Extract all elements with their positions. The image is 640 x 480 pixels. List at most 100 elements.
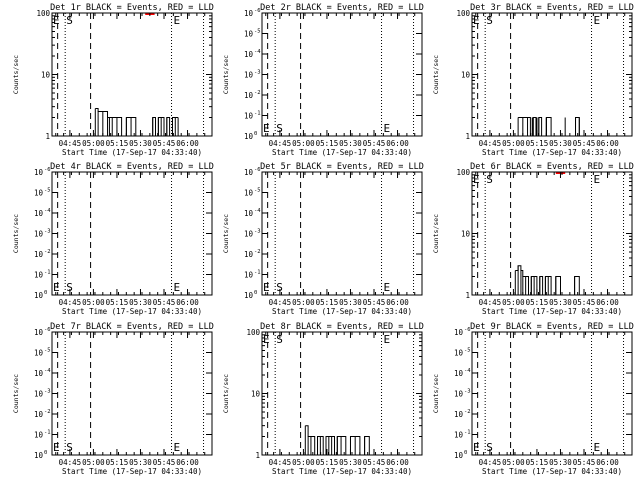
plot-frame bbox=[471, 12, 633, 137]
x-tick-label: 05:45 bbox=[363, 139, 386, 148]
y-tick-exponent: -4 bbox=[254, 49, 261, 55]
panel-title: Det 1r BLACK = Events, RED = LLD bbox=[50, 3, 214, 13]
x-tick-label: 05:15 bbox=[526, 298, 549, 307]
plot-frame bbox=[261, 171, 423, 296]
y-tick-label: 10 bbox=[34, 349, 44, 358]
x-tick-label: 05:45 bbox=[153, 139, 176, 148]
y-tick-exponent: 0 bbox=[44, 290, 47, 296]
y-tick-exponent: -5 bbox=[464, 348, 471, 354]
y-tick-exponent: -6 bbox=[44, 167, 51, 173]
panel-title: Det 2r BLACK = Events, RED = LLD bbox=[260, 3, 424, 13]
x-tick-label: 06:00 bbox=[596, 139, 619, 148]
x-tick-label: 06:00 bbox=[386, 139, 409, 148]
events-series-line bbox=[515, 265, 580, 296]
y-tick-exponent: -5 bbox=[44, 348, 51, 354]
x-tick-label: 05:00 bbox=[292, 458, 315, 467]
y-tick-label: 10 bbox=[34, 431, 44, 440]
x-tick-label: 05:15 bbox=[316, 139, 339, 148]
x-tick-label: 05:00 bbox=[82, 298, 105, 307]
y-tick-label: 1 bbox=[45, 132, 50, 141]
x-tick-label: 05:30 bbox=[129, 139, 152, 148]
y-tick-label: 10 bbox=[244, 230, 254, 239]
y-tick-exponent: -2 bbox=[44, 409, 51, 415]
e-marker-label: E bbox=[384, 122, 391, 135]
y-tick-exponent: -2 bbox=[254, 249, 261, 255]
es-marker-label: E S bbox=[53, 441, 73, 454]
y-tick-label: 10 bbox=[454, 390, 464, 399]
e-marker-label: E bbox=[384, 333, 391, 346]
y-tick-label: 10 bbox=[34, 271, 44, 280]
x-tick-label: 05:00 bbox=[502, 298, 525, 307]
x-tick-label: 06:00 bbox=[596, 458, 619, 467]
panel-title: Det 8r BLACK = Events, RED = LLD bbox=[260, 322, 424, 332]
y-tick-exponent: -6 bbox=[254, 8, 261, 14]
x-tick-label: 05:15 bbox=[316, 298, 339, 307]
x-tick-label: 05:00 bbox=[82, 139, 105, 148]
x-tick-label: 05:00 bbox=[82, 458, 105, 467]
es-marker-label: E S bbox=[473, 14, 493, 27]
plot-frame bbox=[471, 331, 633, 456]
y-tick-exponent: -1 bbox=[254, 270, 261, 276]
x-axis-label: Start Time (17-Sep-17 04:33:40) bbox=[272, 148, 412, 157]
x-tick-label: 04:45 bbox=[479, 458, 502, 467]
x-tick-label: 05:30 bbox=[549, 298, 572, 307]
y-tick-label: 1 bbox=[465, 291, 470, 300]
y-axis-label: Counts/sec bbox=[12, 214, 20, 253]
x-tick-label: 05:30 bbox=[339, 139, 362, 148]
y-tick-label: 10 bbox=[454, 349, 464, 358]
x-tick-label: 05:15 bbox=[526, 458, 549, 467]
y-tick-label: 10 bbox=[244, 91, 254, 100]
plot-frame bbox=[51, 331, 213, 456]
y-tick-exponent: -3 bbox=[254, 229, 261, 235]
y-tick-exponent: -5 bbox=[254, 188, 261, 194]
panel-det-1r: Det 1r BLACK = Events, RED = LLD 1 10 100 04… bbox=[12, 3, 214, 157]
y-tick-exponent: 0 bbox=[44, 450, 47, 456]
x-tick-label: 05:00 bbox=[292, 139, 315, 148]
x-tick-label: 05:30 bbox=[129, 298, 152, 307]
y-tick-label: 10 bbox=[34, 291, 44, 300]
y-tick-label: 10 bbox=[34, 410, 44, 419]
panel-title: Det 4r BLACK = Events, RED = LLD bbox=[50, 162, 214, 172]
y-axis-label: Counts/sec bbox=[12, 55, 20, 94]
y-tick-label: 10 bbox=[461, 71, 471, 80]
y-tick-exponent: -1 bbox=[254, 111, 261, 117]
y-tick-exponent: -2 bbox=[44, 249, 51, 255]
y-tick-exponent: -3 bbox=[254, 70, 261, 76]
y-tick-exponent: -3 bbox=[44, 389, 51, 395]
y-tick-label: 10 bbox=[34, 209, 44, 218]
panel-det-8r: Det 8r BLACK = Events, RED = LLD 1 10 100 04… bbox=[222, 322, 424, 476]
y-tick-label: 10 bbox=[34, 250, 44, 259]
x-axis-label: Start Time (17-Sep-17 04:33:40) bbox=[62, 148, 202, 157]
y-tick-label: 10 bbox=[244, 168, 254, 177]
plot-frame bbox=[51, 171, 213, 296]
y-tick-label: 100 bbox=[246, 328, 260, 337]
y-tick-label: 10 bbox=[34, 390, 44, 399]
x-axis-label: Start Time (17-Sep-17 04:33:40) bbox=[272, 467, 412, 476]
y-tick-label: 10 bbox=[244, 189, 254, 198]
y-tick-exponent: -5 bbox=[254, 29, 261, 35]
y-tick-exponent: -4 bbox=[44, 208, 51, 214]
y-axis-label: Counts/sec bbox=[222, 374, 230, 413]
y-tick-label: 10 bbox=[34, 230, 44, 239]
x-tick-label: 05:45 bbox=[573, 298, 596, 307]
panel-title: Det 5r BLACK = Events, RED = LLD bbox=[260, 162, 424, 172]
plot-frame bbox=[261, 12, 423, 137]
x-tick-label: 05:45 bbox=[363, 458, 386, 467]
y-tick-exponent: -4 bbox=[464, 368, 471, 374]
e-marker-label: E bbox=[174, 14, 181, 27]
panel-title: Det 9r BLACK = Events, RED = LLD bbox=[470, 322, 634, 332]
y-axis-label: Counts/sec bbox=[12, 374, 20, 413]
x-tick-label: 05:15 bbox=[106, 458, 129, 467]
y-tick-label: 10 bbox=[244, 50, 254, 59]
e-marker-label: E bbox=[174, 441, 181, 454]
es-marker-label: E S bbox=[53, 281, 73, 294]
x-tick-label: 06:00 bbox=[386, 458, 409, 467]
y-tick-exponent: -3 bbox=[44, 229, 51, 235]
x-tick-label: 05:30 bbox=[339, 458, 362, 467]
x-tick-label: 05:45 bbox=[573, 458, 596, 467]
e-marker-label: E bbox=[594, 14, 601, 27]
y-tick-label: 10 bbox=[34, 369, 44, 378]
x-tick-label: 06:00 bbox=[176, 139, 199, 148]
